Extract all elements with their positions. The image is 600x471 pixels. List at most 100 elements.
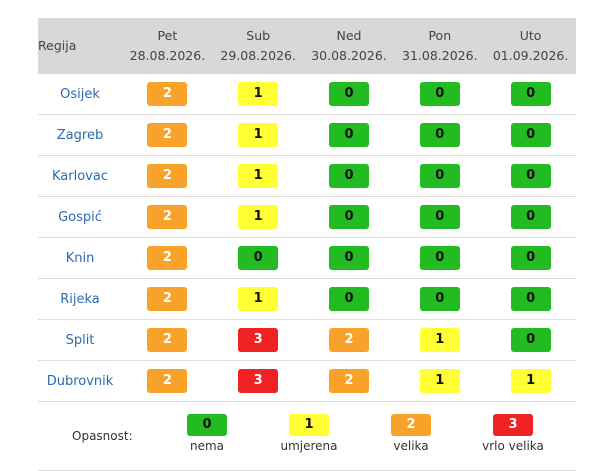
level-cell: 1 [394, 319, 486, 361]
hazard-level-badge: 2 [147, 164, 188, 188]
region-link[interactable]: Zagreb [38, 114, 122, 156]
table-row: Zagreb 2 1 0 0 0 [38, 114, 576, 156]
hazard-level-badge: 1 [419, 328, 460, 352]
hazard-level-badge: 1 [238, 123, 279, 147]
level-cell: 0 [485, 237, 576, 279]
level-cell: 0 [394, 114, 486, 156]
day-column-header: Pet 28.08.2026. [122, 18, 213, 74]
level-cell: 0 [485, 74, 576, 115]
legend-item-very-high: 3 vrlo velika [468, 414, 558, 453]
region-link[interactable]: Dubrovnik [38, 360, 122, 402]
table-row: Rijeka 2 1 0 0 0 [38, 278, 576, 320]
level-cell: 0 [485, 278, 576, 320]
level-cell: 2 [122, 74, 213, 115]
hazard-level-badge: 1 [419, 369, 460, 393]
region-link[interactable]: Karlovac [38, 155, 122, 197]
hazard-level-badge: 0 [238, 246, 279, 270]
level-cell: 0 [303, 114, 395, 156]
level-cell: 2 [303, 360, 395, 402]
hazard-level-badge: 0 [419, 287, 460, 311]
region-link[interactable]: Rijeka [38, 278, 122, 320]
fire-hazard-forecast: Regija Pet 28.08.2026. Sub 29.08.2026. N… [38, 18, 576, 471]
day-column-header: Uto 01.09.2026. [485, 18, 576, 74]
legend-label: vrlo velika [482, 439, 544, 453]
legend-label: nema [189, 439, 225, 453]
date-label: 31.08.2026. [402, 48, 478, 63]
legend-item-high: 2 velika [366, 414, 456, 453]
hazard-level-badge: 2 [147, 82, 188, 106]
hazard-level-badge: 2 [147, 246, 188, 270]
day-column-header: Pon 31.08.2026. [394, 18, 485, 74]
hazard-level-badge: 2 [147, 205, 188, 229]
hazard-level-badge: 2 [147, 328, 188, 352]
level-cell: 0 [485, 114, 576, 156]
hazard-level-badge: 0 [328, 205, 369, 229]
level-cell: 2 [122, 319, 213, 361]
hazard-level-badge: 0 [510, 328, 551, 352]
level-cell: 0 [303, 74, 395, 115]
hazard-level-badge: 0 [510, 205, 551, 229]
level-cell: 3 [212, 319, 304, 361]
hazard-level-badge: 0 [510, 123, 551, 147]
level-cell: 0 [394, 278, 486, 320]
table-row: Gospić 2 1 0 0 0 [38, 196, 576, 238]
hazard-level-badge: 3 [238, 369, 279, 393]
hazard-level-badge: 0 [328, 123, 369, 147]
legend-item-moderate: 1 umjerena [264, 414, 354, 453]
hazard-legend: Opasnost: 0 nema 1 umjerena 2 velika 3 v… [38, 402, 576, 471]
level-cell: 2 [122, 278, 213, 320]
hazard-level-badge: 1 [238, 82, 279, 106]
level-cell: 1 [212, 196, 304, 238]
level-cell: 0 [303, 196, 395, 238]
level-cell: 0 [394, 155, 486, 197]
level-cell: 0 [394, 196, 486, 238]
hazard-level-badge: 2 [147, 369, 188, 393]
level-cell: 1 [212, 155, 304, 197]
hazard-level-badge: 2 [328, 328, 369, 352]
level-cell: 1 [212, 74, 304, 115]
hazard-table: Regija Pet 28.08.2026. Sub 29.08.2026. N… [38, 18, 576, 402]
region-link[interactable]: Split [38, 319, 122, 361]
region-link[interactable]: Gospić [38, 196, 122, 238]
level-cell: 0 [303, 237, 395, 279]
hazard-level-badge: 2 [147, 123, 188, 147]
level-cell: 0 [394, 74, 486, 115]
weekday-label: Pet [157, 28, 178, 43]
day-column-header: Sub 29.08.2026. [213, 18, 304, 74]
level-cell: 0 [394, 237, 486, 279]
region-link[interactable]: Knin [38, 237, 122, 279]
weekday-label: Ned [336, 28, 362, 43]
date-label: 28.08.2026. [129, 48, 206, 63]
level-cell: 2 [122, 114, 213, 156]
table-row: Split 2 3 2 1 0 [38, 319, 576, 361]
hazard-level-badge: 0 [328, 82, 369, 106]
legend-badge: 1 [289, 414, 329, 436]
region-link[interactable]: Osijek [38, 74, 122, 115]
level-cell: 2 [122, 155, 213, 197]
hazard-level-badge: 0 [419, 246, 460, 270]
legend-badge: 0 [187, 414, 227, 436]
date-label: 30.08.2026. [311, 48, 387, 63]
level-cell: 3 [212, 360, 304, 402]
hazard-level-badge: 0 [419, 82, 460, 106]
level-cell: 0 [212, 237, 304, 279]
legend-badge: 3 [493, 414, 533, 436]
hazard-level-badge: 0 [510, 246, 551, 270]
level-cell: 2 [122, 196, 213, 238]
table-header-row: Regija Pet 28.08.2026. Sub 29.08.2026. N… [38, 18, 576, 74]
hazard-level-badge: 0 [419, 123, 460, 147]
hazard-level-badge: 0 [328, 246, 369, 270]
level-cell: 2 [122, 237, 213, 279]
hazard-level-badge: 1 [510, 369, 551, 393]
hazard-level-badge: 3 [238, 328, 279, 352]
hazard-level-badge: 0 [419, 205, 460, 229]
level-cell: 0 [303, 155, 395, 197]
date-label: 01.09.2026. [492, 48, 569, 63]
legend-item-none: 0 nema [162, 414, 252, 453]
level-cell: 1 [212, 114, 304, 156]
hazard-level-badge: 0 [328, 287, 369, 311]
level-cell: 1 [212, 278, 304, 320]
level-cell: 1 [485, 360, 576, 402]
hazard-level-badge: 1 [238, 164, 279, 188]
weekday-label: Pon [428, 28, 452, 43]
